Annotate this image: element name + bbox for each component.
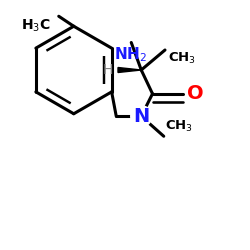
Polygon shape <box>118 68 141 72</box>
Text: CH$_3$: CH$_3$ <box>168 51 196 66</box>
Text: N: N <box>133 107 150 126</box>
Text: NH$_2$: NH$_2$ <box>114 46 146 64</box>
Text: H$_3$C: H$_3$C <box>21 18 51 34</box>
Text: CH$_3$: CH$_3$ <box>165 119 193 134</box>
Text: O: O <box>187 84 204 103</box>
Text: H: H <box>103 62 113 76</box>
Circle shape <box>131 106 152 127</box>
